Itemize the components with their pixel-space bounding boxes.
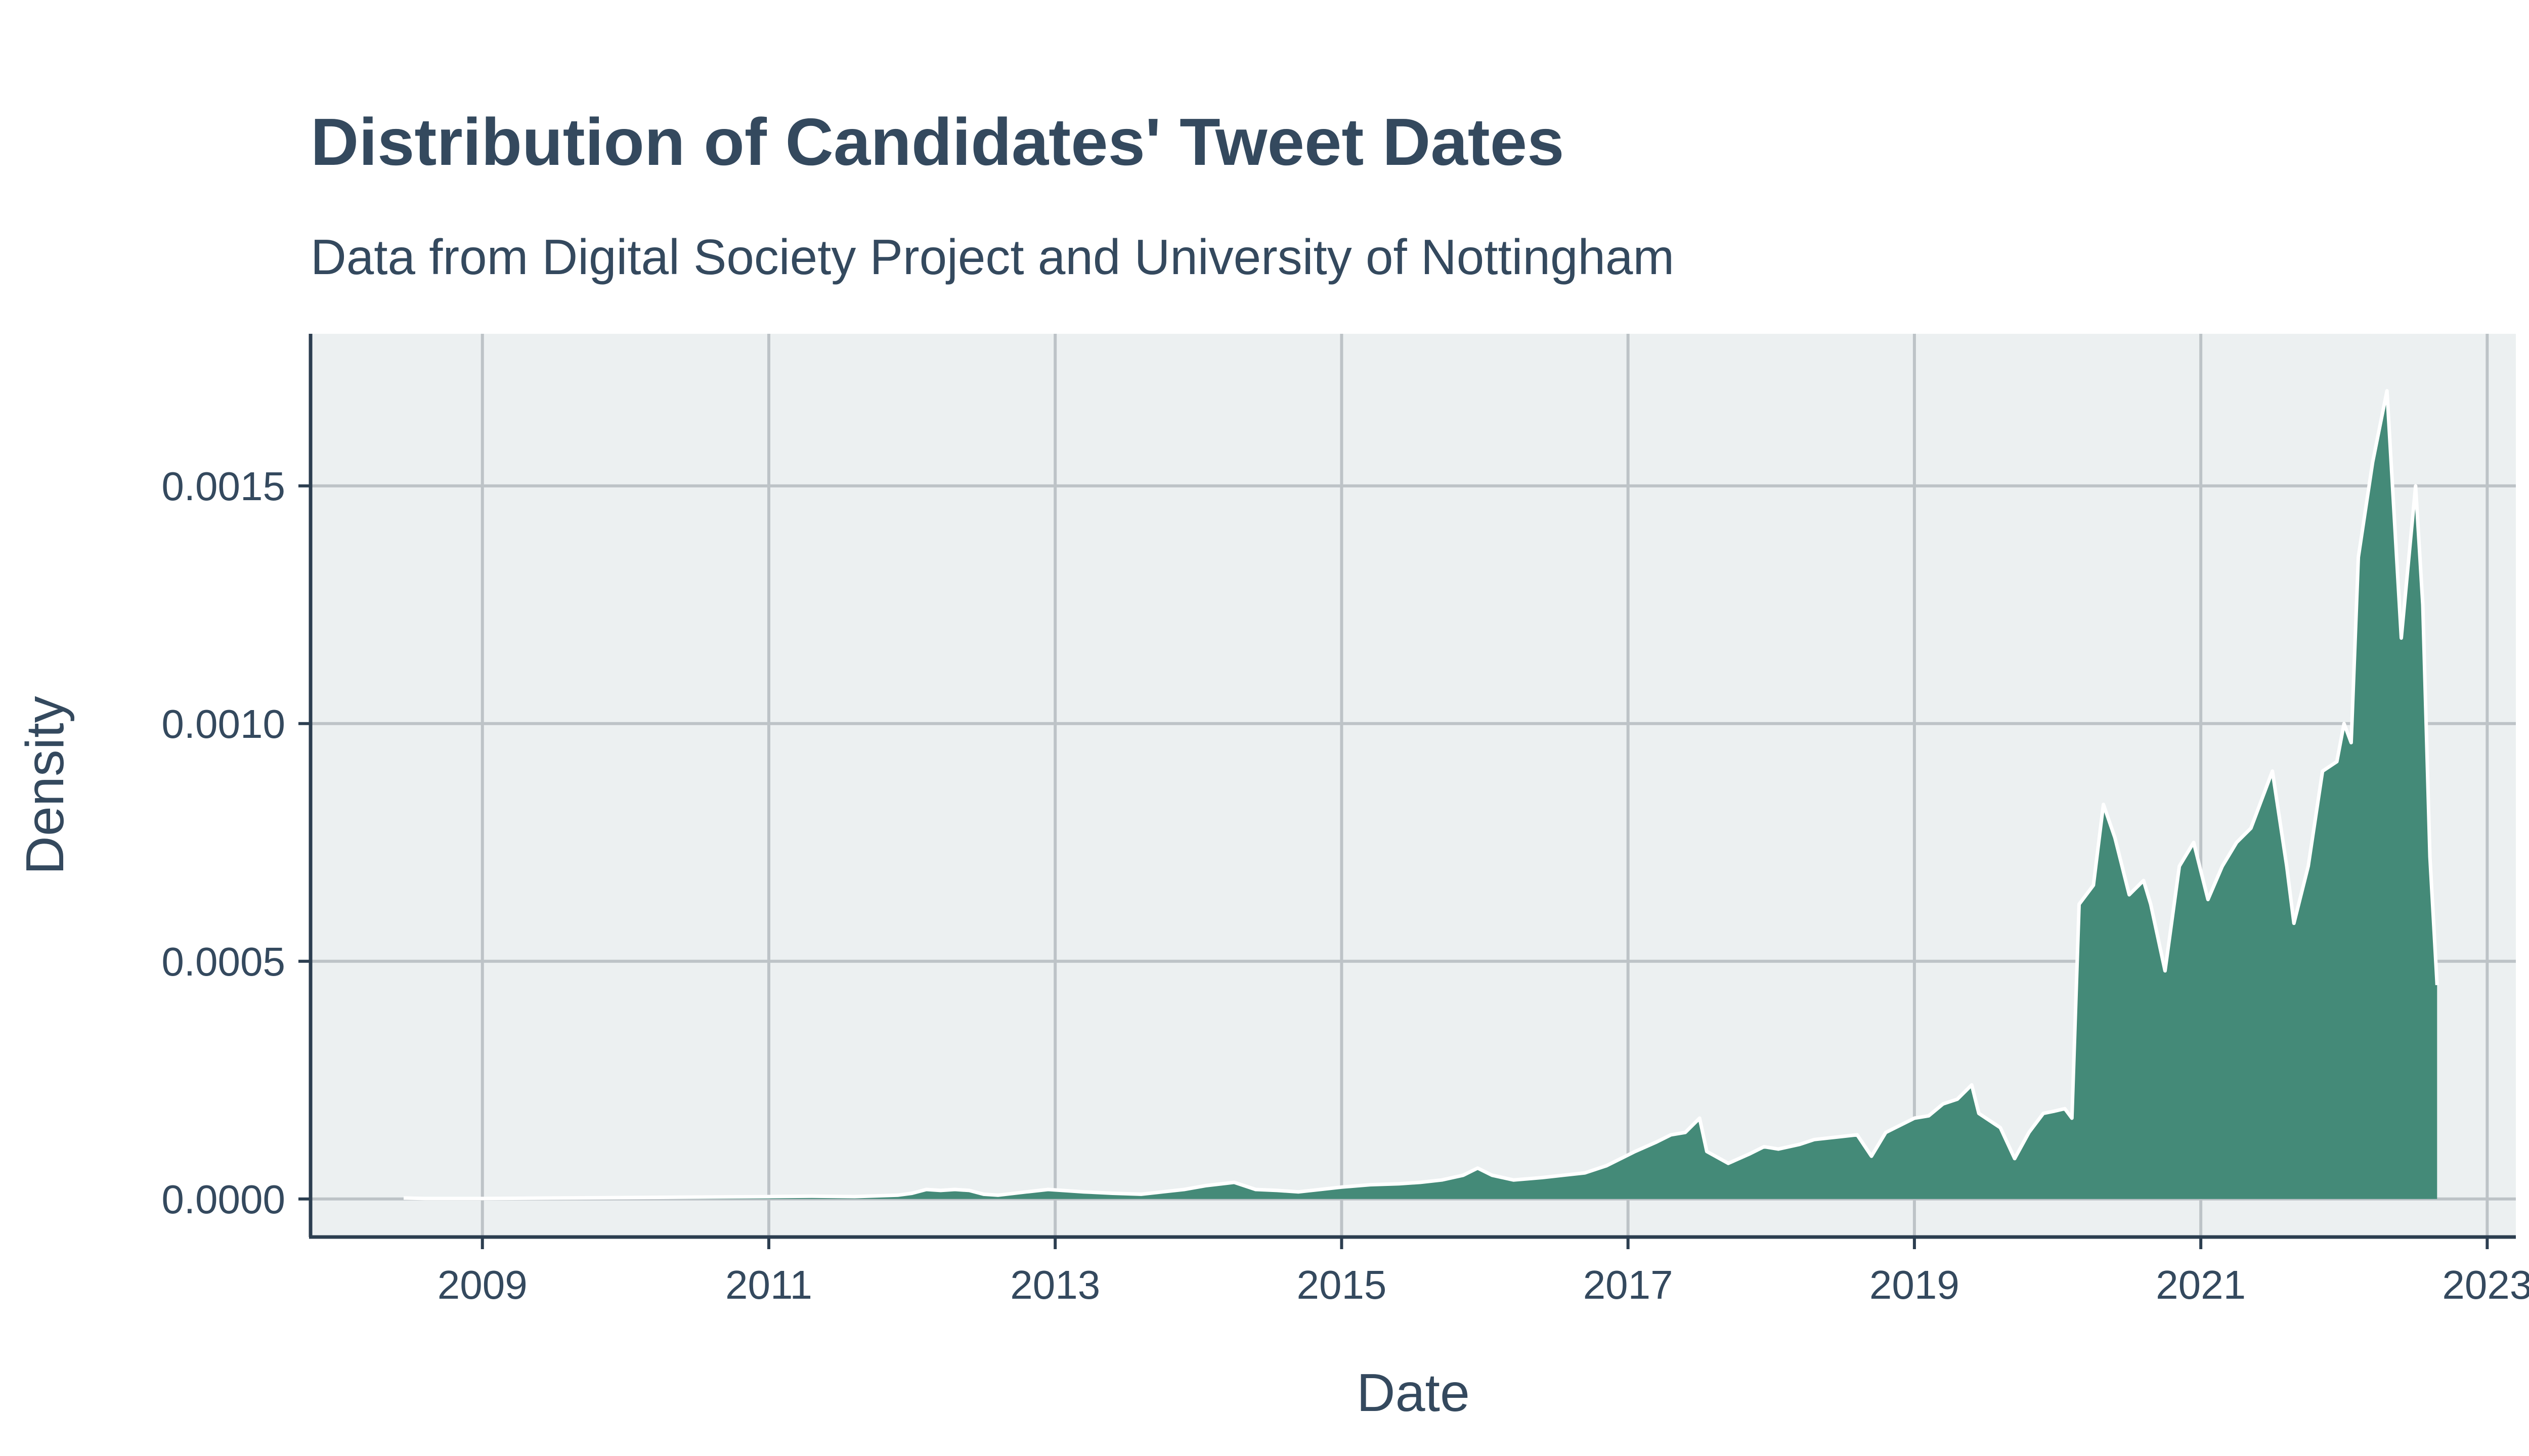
y-tick-label: 0.0015 (161, 464, 285, 509)
y-tick-label: 0.0010 (161, 701, 285, 746)
x-ticks: 2009 2011 2013 2015 2017 2019 2021 2023 (438, 1237, 2529, 1307)
axes (309, 334, 2516, 1239)
x-tick-label: 2019 (1869, 1262, 1959, 1307)
x-axis-title: Date (1357, 1363, 1470, 1423)
y-ticks: 0.0000 0.0005 0.0010 0.0015 (161, 464, 311, 1222)
density-outline (403, 389, 2439, 1201)
x-tick-label: 2023 (2442, 1262, 2529, 1307)
x-tick-label: 2011 (725, 1262, 812, 1307)
chart-title: Distribution of Candidates' Tweet Dates (311, 105, 1564, 179)
x-tick-label: 2013 (1010, 1262, 1100, 1307)
y-axis-title: Density (15, 696, 75, 874)
chart-subtitle: Data from Digital Society Project and Un… (311, 229, 1675, 285)
x-tick-label: 2015 (1296, 1262, 1386, 1307)
density-fill (404, 390, 2437, 1199)
x-tick-label: 2017 (1583, 1262, 1673, 1307)
y-tick-label: 0.0000 (161, 1177, 285, 1222)
x-tick-label: 2009 (438, 1262, 528, 1307)
x-tick-label: 2021 (2156, 1262, 2246, 1307)
density-area (403, 389, 2439, 1201)
y-tick-label: 0.0005 (161, 939, 285, 984)
